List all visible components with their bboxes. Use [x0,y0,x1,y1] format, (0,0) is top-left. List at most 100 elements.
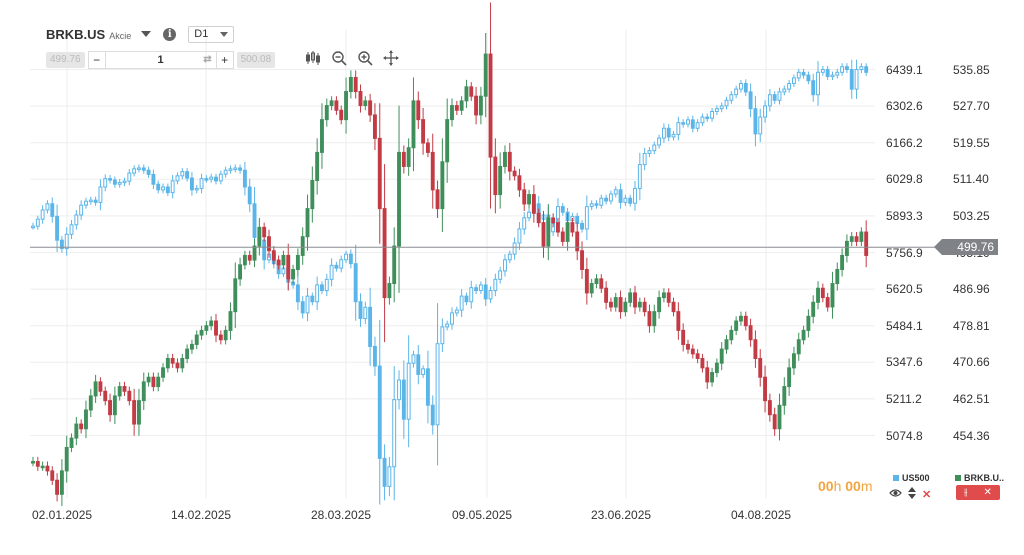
candle-body [575,215,580,224]
candle-body [84,409,88,430]
move-updown-icon[interactable] [908,487,916,502]
candle-body [604,197,609,202]
candle-body [450,312,454,325]
candle-body [763,376,767,402]
candle-body [411,354,416,364]
quantity-stepper: − 1 ⇄ + [87,51,234,69]
candle-body [435,189,440,210]
symbol-dropdown-icon[interactable] [141,31,152,37]
candle-body [642,152,647,166]
candle-body [416,100,421,121]
candle-body [223,169,228,175]
y-left-tick-label: 6302.6 [886,99,923,114]
candle-body [69,437,74,448]
candle-body [435,343,440,426]
candle-body [551,217,556,224]
candle-body [421,119,426,144]
candle-body [358,301,363,320]
us500-swatch [893,475,899,481]
candle-body [469,86,474,97]
candle-body [84,200,88,206]
candle-body [300,301,305,314]
candle-body [623,301,628,313]
sell-price[interactable]: 499.76 [46,52,85,68]
info-icon[interactable]: i [163,27,177,41]
candle-body [98,381,103,392]
candle-body [710,110,715,119]
candle-body [329,100,334,107]
candle-body [45,203,50,211]
remove-series-icon[interactable]: ✕ [983,487,992,498]
candle-body [353,263,358,303]
candle-body [108,400,113,416]
buy-price[interactable]: 500.08 [236,52,276,68]
candle-body [767,94,772,107]
candle-body [344,253,348,261]
candle-body [377,137,382,210]
candle-body [295,284,300,303]
quantity-input[interactable]: 1 ⇄ [104,52,217,68]
candle-body [353,76,358,93]
candle-body [103,390,108,402]
candle-body [488,53,493,158]
candle-body [777,404,782,430]
candle-body [608,301,613,308]
close-icon[interactable]: ✕ [922,489,932,501]
y-right-tick-label: 535.85 [953,62,990,77]
candle-body [127,390,132,402]
candle-body [175,175,180,182]
candle-body [59,239,64,250]
candle-body [300,236,305,256]
candle-body [820,69,825,73]
candle-body [218,173,223,182]
candle-body [88,395,93,411]
candle-body [305,295,310,314]
decrease-button[interactable]: − [93,53,101,67]
candle-body [401,151,406,167]
timeframe-select[interactable]: D1 [188,25,235,43]
candle-body [223,329,228,341]
candle-body [690,119,695,129]
increase-button[interactable]: + [221,53,229,67]
zoom-out-icon[interactable] [331,50,347,69]
legend-us500[interactable]: US500 [893,473,930,483]
candle-body [589,203,594,208]
candle-settings-icon[interactable]: ⫲ [964,487,968,498]
candle-body [676,122,681,135]
candle-body [406,147,411,167]
candle-body [35,218,40,227]
candle-body [194,187,199,191]
candle-body [700,357,705,369]
candle-body [271,250,276,261]
candle-body [739,83,743,90]
candle-body [594,203,599,206]
candle-body [825,69,830,78]
candle-body [257,226,262,247]
candle-body [556,222,560,233]
candle-body [377,365,382,459]
candle-body [132,168,137,174]
candle-body [695,122,700,129]
candle-body [185,348,190,359]
candle-body [137,167,141,170]
candle-body [262,239,267,261]
crosshair-icon[interactable] [383,50,399,69]
swap-icon[interactable]: ⇄ [203,54,212,65]
x-tick-label: 23.06.2025 [591,508,652,522]
candle-body [777,91,782,101]
zoom-in-icon[interactable] [357,50,373,69]
eye-icon[interactable] [889,488,902,501]
candlestick-type-icon[interactable] [305,50,321,69]
legend-brkb[interactable]: BRKB.U.. [955,473,1004,483]
y-right-tick-label: 478.81 [953,318,990,333]
candle-body [397,151,401,247]
candle-body [137,400,141,425]
y-right-tick-label: 511.40 [953,172,989,187]
candle-body [31,225,35,229]
candle-body [633,292,637,308]
candle-body [613,189,618,195]
brkb-series-controls[interactable]: ⫲ ✕ [956,485,1000,500]
candle-body [512,170,517,177]
candle-body [657,297,662,313]
